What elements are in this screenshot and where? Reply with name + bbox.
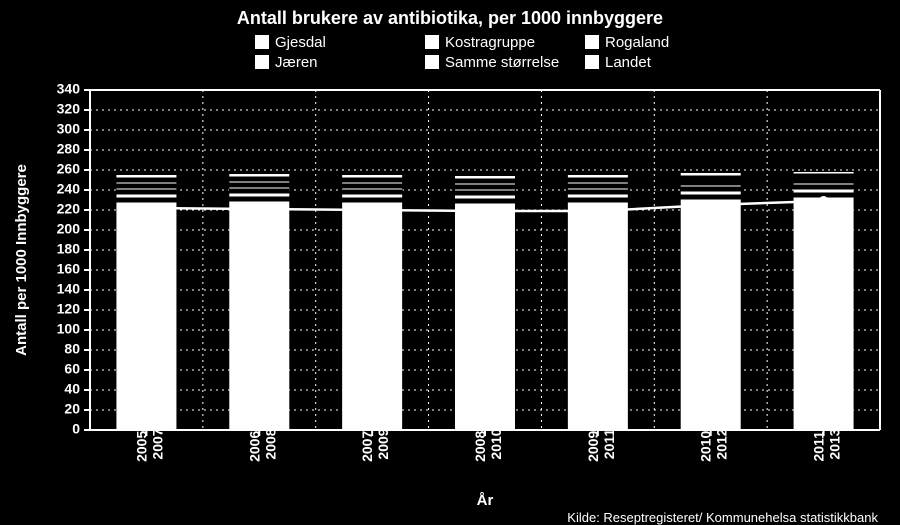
xtick-label: 2010-2012	[698, 426, 730, 462]
bar-gap	[342, 184, 403, 189]
ytick-label: 280	[57, 141, 81, 157]
line-marker	[593, 206, 603, 216]
y-axis-label: Antall per 1000 Innbyggere	[13, 164, 30, 356]
bar-gap	[793, 174, 854, 179]
legend-swatch	[585, 35, 599, 49]
ytick-label: 240	[57, 181, 81, 197]
svg-text:2010-2012: 2010-2012	[698, 426, 730, 462]
bar-gap	[116, 184, 177, 189]
ytick-label: 300	[57, 121, 81, 137]
bar-gap	[567, 178, 628, 183]
line-marker	[254, 204, 264, 214]
bar-gap	[455, 191, 516, 196]
ytick-label: 180	[57, 241, 81, 257]
ytick-label: 80	[64, 341, 80, 357]
xtick-label: 2011-2013	[811, 426, 843, 461]
bar-gap	[680, 195, 741, 200]
svg-text:2008-2010: 2008-2010	[472, 426, 504, 462]
bar-gap	[229, 189, 290, 194]
x-axis-label: År	[477, 492, 494, 509]
ytick-label: 200	[57, 221, 81, 237]
bar-gap	[567, 190, 628, 195]
ytick-label: 260	[57, 161, 81, 177]
line-marker	[819, 196, 829, 206]
legend-label: Gjesdal	[275, 34, 326, 51]
bar-gap	[455, 179, 516, 184]
bar-gap	[567, 198, 628, 203]
ytick-label: 340	[57, 81, 81, 97]
bar	[794, 172, 854, 430]
bar	[681, 173, 741, 430]
bar-gap	[793, 179, 854, 184]
legend-swatch	[425, 35, 439, 49]
bar-gap	[342, 178, 403, 183]
svg-text:2007-2009: 2007-2009	[359, 426, 391, 462]
bar-gap	[116, 190, 177, 195]
bar-gap	[229, 177, 290, 182]
xtick-label: 2008-2010	[472, 426, 504, 462]
legend-label: Jæren	[275, 54, 318, 71]
ytick-label: 0	[72, 421, 80, 437]
bar-gap	[680, 176, 741, 181]
xtick-label: 2007-2009	[359, 426, 391, 462]
svg-text:2006-2008: 2006-2008	[246, 426, 278, 462]
legend-label: Kostragruppe	[445, 34, 535, 51]
bar-gap	[455, 185, 516, 190]
xtick-label: 2009-2011	[585, 426, 617, 462]
bar-gap	[229, 197, 290, 202]
source-text: Kilde: Reseptregisteret/ Kommunehelsa st…	[567, 510, 878, 525]
ytick-label: 220	[57, 201, 81, 217]
line-marker	[367, 205, 377, 215]
legend-label: Samme størrelse	[445, 54, 559, 71]
bar-gap	[342, 190, 403, 195]
chart-title: Antall brukere av antibiotika, per 1000 …	[237, 8, 663, 28]
bar-gap	[342, 198, 403, 203]
antibiotics-chart: Antall brukere av antibiotika, per 1000 …	[0, 0, 900, 525]
svg-text:2011-2013: 2011-2013	[811, 426, 843, 461]
bar-gap	[455, 199, 516, 204]
bar-gap	[680, 181, 741, 186]
bar	[116, 175, 176, 430]
svg-text:2005-2007: 2005-2007	[133, 426, 165, 462]
ytick-label: 160	[57, 261, 81, 277]
bar-gap	[116, 178, 177, 183]
xtick-label: 2005-2007	[133, 426, 165, 462]
ytick-label: 140	[57, 281, 81, 297]
bar-gap	[116, 198, 177, 203]
legend-swatch	[255, 35, 269, 49]
legend-swatch	[255, 55, 269, 69]
ytick-label: 100	[57, 321, 81, 337]
ytick-label: 20	[64, 401, 80, 417]
ytick-label: 320	[57, 101, 81, 117]
legend-label: Rogaland	[605, 34, 669, 51]
line-marker	[480, 206, 490, 216]
ytick-label: 40	[64, 381, 80, 397]
legend-swatch	[425, 55, 439, 69]
bar-gap	[229, 183, 290, 188]
bar-gap	[793, 185, 854, 190]
legend-swatch	[585, 55, 599, 69]
bar-gap	[680, 187, 741, 192]
ytick-label: 60	[64, 361, 80, 377]
ytick-label: 120	[57, 301, 81, 317]
bar-gap	[567, 184, 628, 189]
line-marker	[706, 200, 716, 210]
svg-text:2009-2011: 2009-2011	[585, 426, 617, 462]
xtick-label: 2006-2008	[246, 426, 278, 462]
line-marker	[141, 203, 151, 213]
legend-label: Landet	[605, 54, 652, 71]
